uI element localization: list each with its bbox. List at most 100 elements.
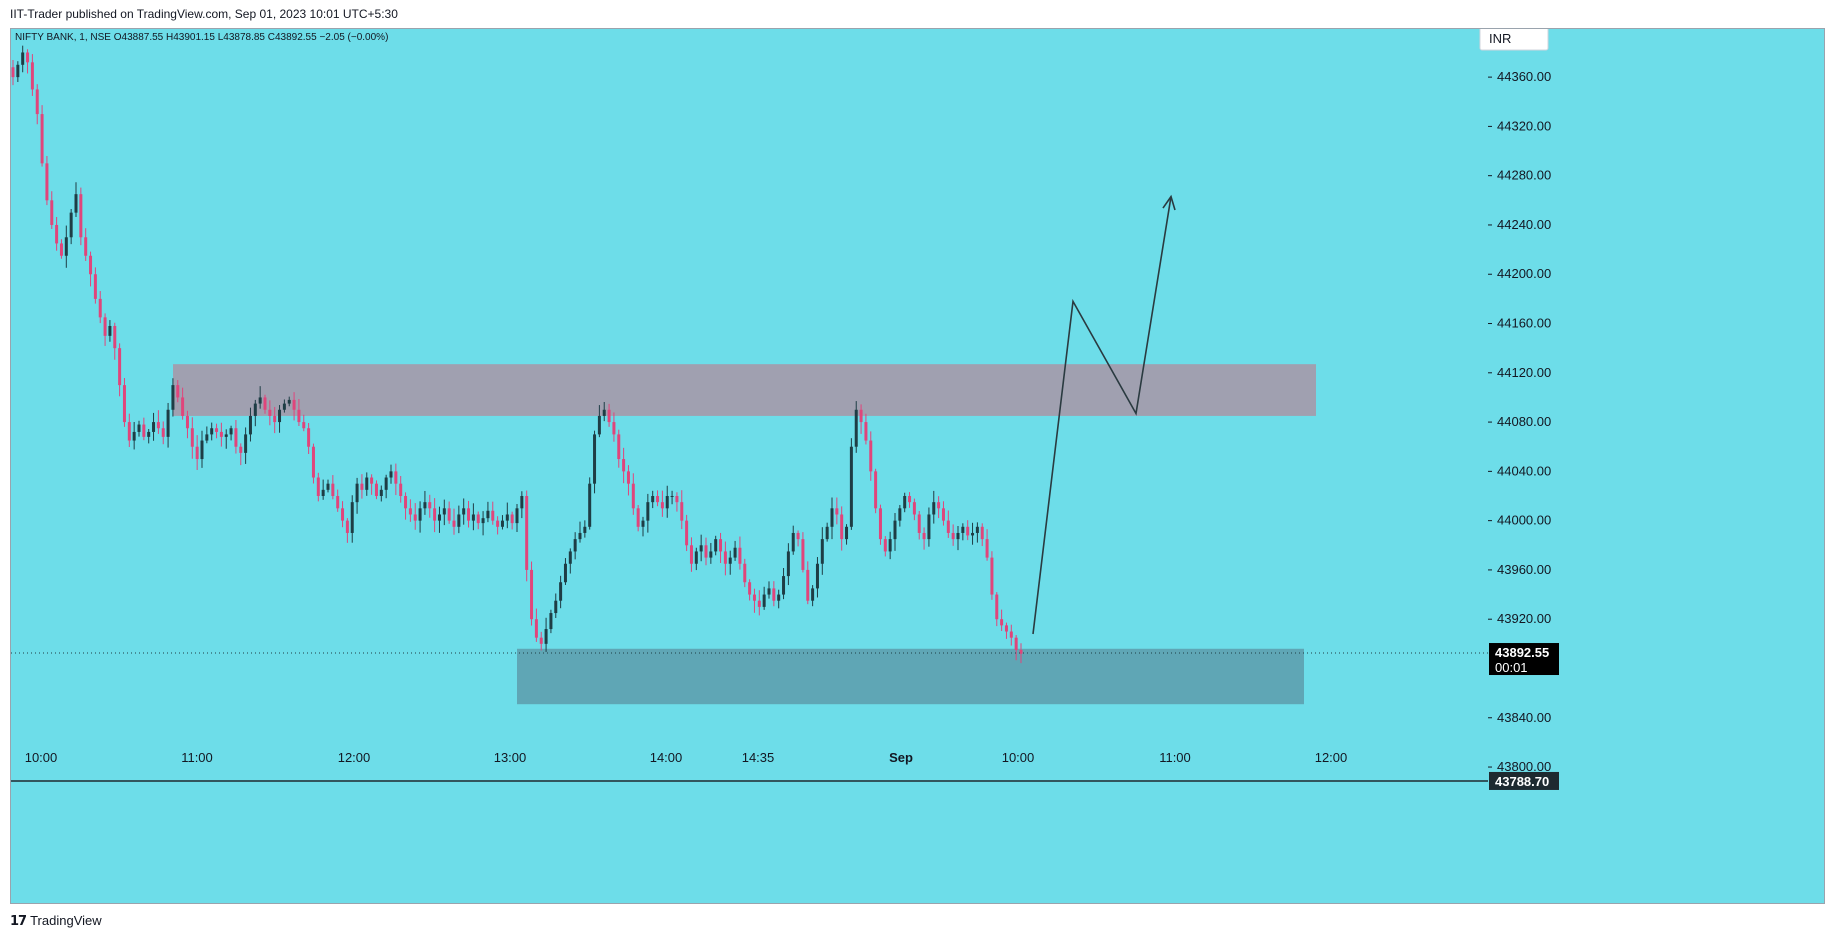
candle-body xyxy=(69,212,73,238)
candle-body xyxy=(636,508,640,527)
candle-body xyxy=(399,483,403,496)
price-tick-label: 44160.00 xyxy=(1497,316,1551,331)
time-tick-label: 14:35 xyxy=(742,750,775,765)
candle-body xyxy=(922,532,926,540)
candle-body xyxy=(840,514,844,540)
candle-body xyxy=(544,629,548,644)
candle-body xyxy=(941,508,945,521)
candle-body xyxy=(433,508,437,521)
candle-body xyxy=(505,514,509,521)
candle-body xyxy=(248,415,252,435)
candle-body xyxy=(16,64,20,78)
time-tick-label: Sep xyxy=(889,750,913,765)
tradingview-logo-icon: 𝟭𝟳 xyxy=(10,913,27,928)
candle-body xyxy=(457,514,461,527)
last-price-label: 43892.55 xyxy=(1495,645,1549,660)
candle-body xyxy=(331,483,335,496)
candle-body xyxy=(268,409,272,416)
candle-body xyxy=(869,440,873,472)
candle-body xyxy=(394,471,398,484)
candle-body xyxy=(156,422,160,429)
candle-body xyxy=(864,422,868,441)
chart-area[interactable]: 44360.00 44320.00 44280.00 44240.00 44200.00… xyxy=(10,28,1825,904)
candle-body xyxy=(355,483,359,503)
last-price-label-box xyxy=(1489,643,1559,676)
candle-body xyxy=(462,508,466,515)
horizontal-line-label: 43788.70 xyxy=(1495,774,1549,789)
price-tick-label: 43800.00 xyxy=(1497,759,1551,774)
candle-body xyxy=(418,508,422,521)
candle-body xyxy=(985,539,989,558)
candle-body xyxy=(782,576,786,595)
candle-body xyxy=(307,428,311,447)
candlestick-chart[interactable]: 44360.00 44320.00 44280.00 44240.00 44200.00… xyxy=(11,29,1825,904)
candle-body xyxy=(152,422,156,432)
candle-body xyxy=(806,569,810,601)
candle-body xyxy=(55,224,59,244)
candle-body xyxy=(617,434,621,460)
price-tick-label: 44080.00 xyxy=(1497,414,1551,429)
candle-body xyxy=(825,526,829,540)
projected-path-arrow[interactable] xyxy=(1032,196,1172,635)
currency-button[interactable]: INR xyxy=(1489,31,1511,46)
candle-body xyxy=(103,317,107,336)
price-tick-label: 44040.00 xyxy=(1497,463,1551,478)
time-tick-label: 14:00 xyxy=(650,750,683,765)
candle-body xyxy=(559,582,563,601)
candle-body xyxy=(273,415,277,423)
symbol-legend: NIFTY BANK, 1, NSE O43887.55 H43901.15 L… xyxy=(15,32,388,43)
countdown-label: 00:01 xyxy=(1495,660,1528,675)
price-tick-label: 44280.00 xyxy=(1497,168,1551,183)
candle-body xyxy=(699,545,703,552)
candle-body xyxy=(437,514,441,521)
candle-body xyxy=(689,545,693,564)
candle-body xyxy=(786,551,790,577)
candle-body xyxy=(563,563,567,583)
candle-body xyxy=(917,514,921,533)
candle-body xyxy=(79,194,83,238)
candle-body xyxy=(345,520,349,533)
candle-body xyxy=(709,551,713,558)
candle-body xyxy=(171,385,175,410)
candle-body xyxy=(408,508,412,515)
candle-body xyxy=(515,508,519,524)
candle-body xyxy=(752,594,756,601)
price-tick-label: 43840.00 xyxy=(1497,710,1551,725)
candle-body xyxy=(631,483,635,509)
candle-body xyxy=(132,431,136,441)
candle-body xyxy=(539,637,543,644)
candle-body xyxy=(893,520,897,540)
candle-body xyxy=(389,471,393,478)
candle-body xyxy=(534,619,538,638)
price-tick-label: 44360.00 xyxy=(1497,69,1551,84)
candle-body xyxy=(11,67,15,78)
candle-body xyxy=(428,502,432,509)
candle-body xyxy=(738,547,742,564)
candle-body xyxy=(219,431,223,437)
currency-button-box[interactable] xyxy=(1479,29,1549,51)
candle-body xyxy=(476,514,480,524)
time-axis[interactable]: 10:00 11:00 12:00 13:00 14:00 14:35 Sep 10:00 11… xyxy=(25,750,1348,765)
candle-body xyxy=(50,200,54,225)
candle-body xyxy=(108,325,112,336)
candle-body xyxy=(670,496,674,497)
candle-body xyxy=(568,551,572,564)
tradingview-footer[interactable]: 𝟭𝟳 TradingView xyxy=(10,910,102,932)
candle-body xyxy=(748,582,752,595)
candle-body xyxy=(481,518,485,524)
candle-body xyxy=(30,62,34,90)
candle-body xyxy=(181,397,185,416)
candle-body xyxy=(59,243,63,256)
candle-body xyxy=(733,547,737,558)
candle-body xyxy=(176,385,180,398)
candle-body xyxy=(743,563,747,583)
candle-body xyxy=(93,274,97,299)
candle-body xyxy=(878,508,882,540)
price-tick-label: 44120.00 xyxy=(1497,365,1551,380)
arrow-head xyxy=(1162,194,1176,211)
candle-body xyxy=(263,397,267,410)
price-axis[interactable]: 44360.00 44320.00 44280.00 44240.00 44200.00… xyxy=(1488,69,1551,774)
candle-body xyxy=(815,563,819,589)
candle-body xyxy=(1000,619,1004,626)
candle-body xyxy=(239,446,243,453)
